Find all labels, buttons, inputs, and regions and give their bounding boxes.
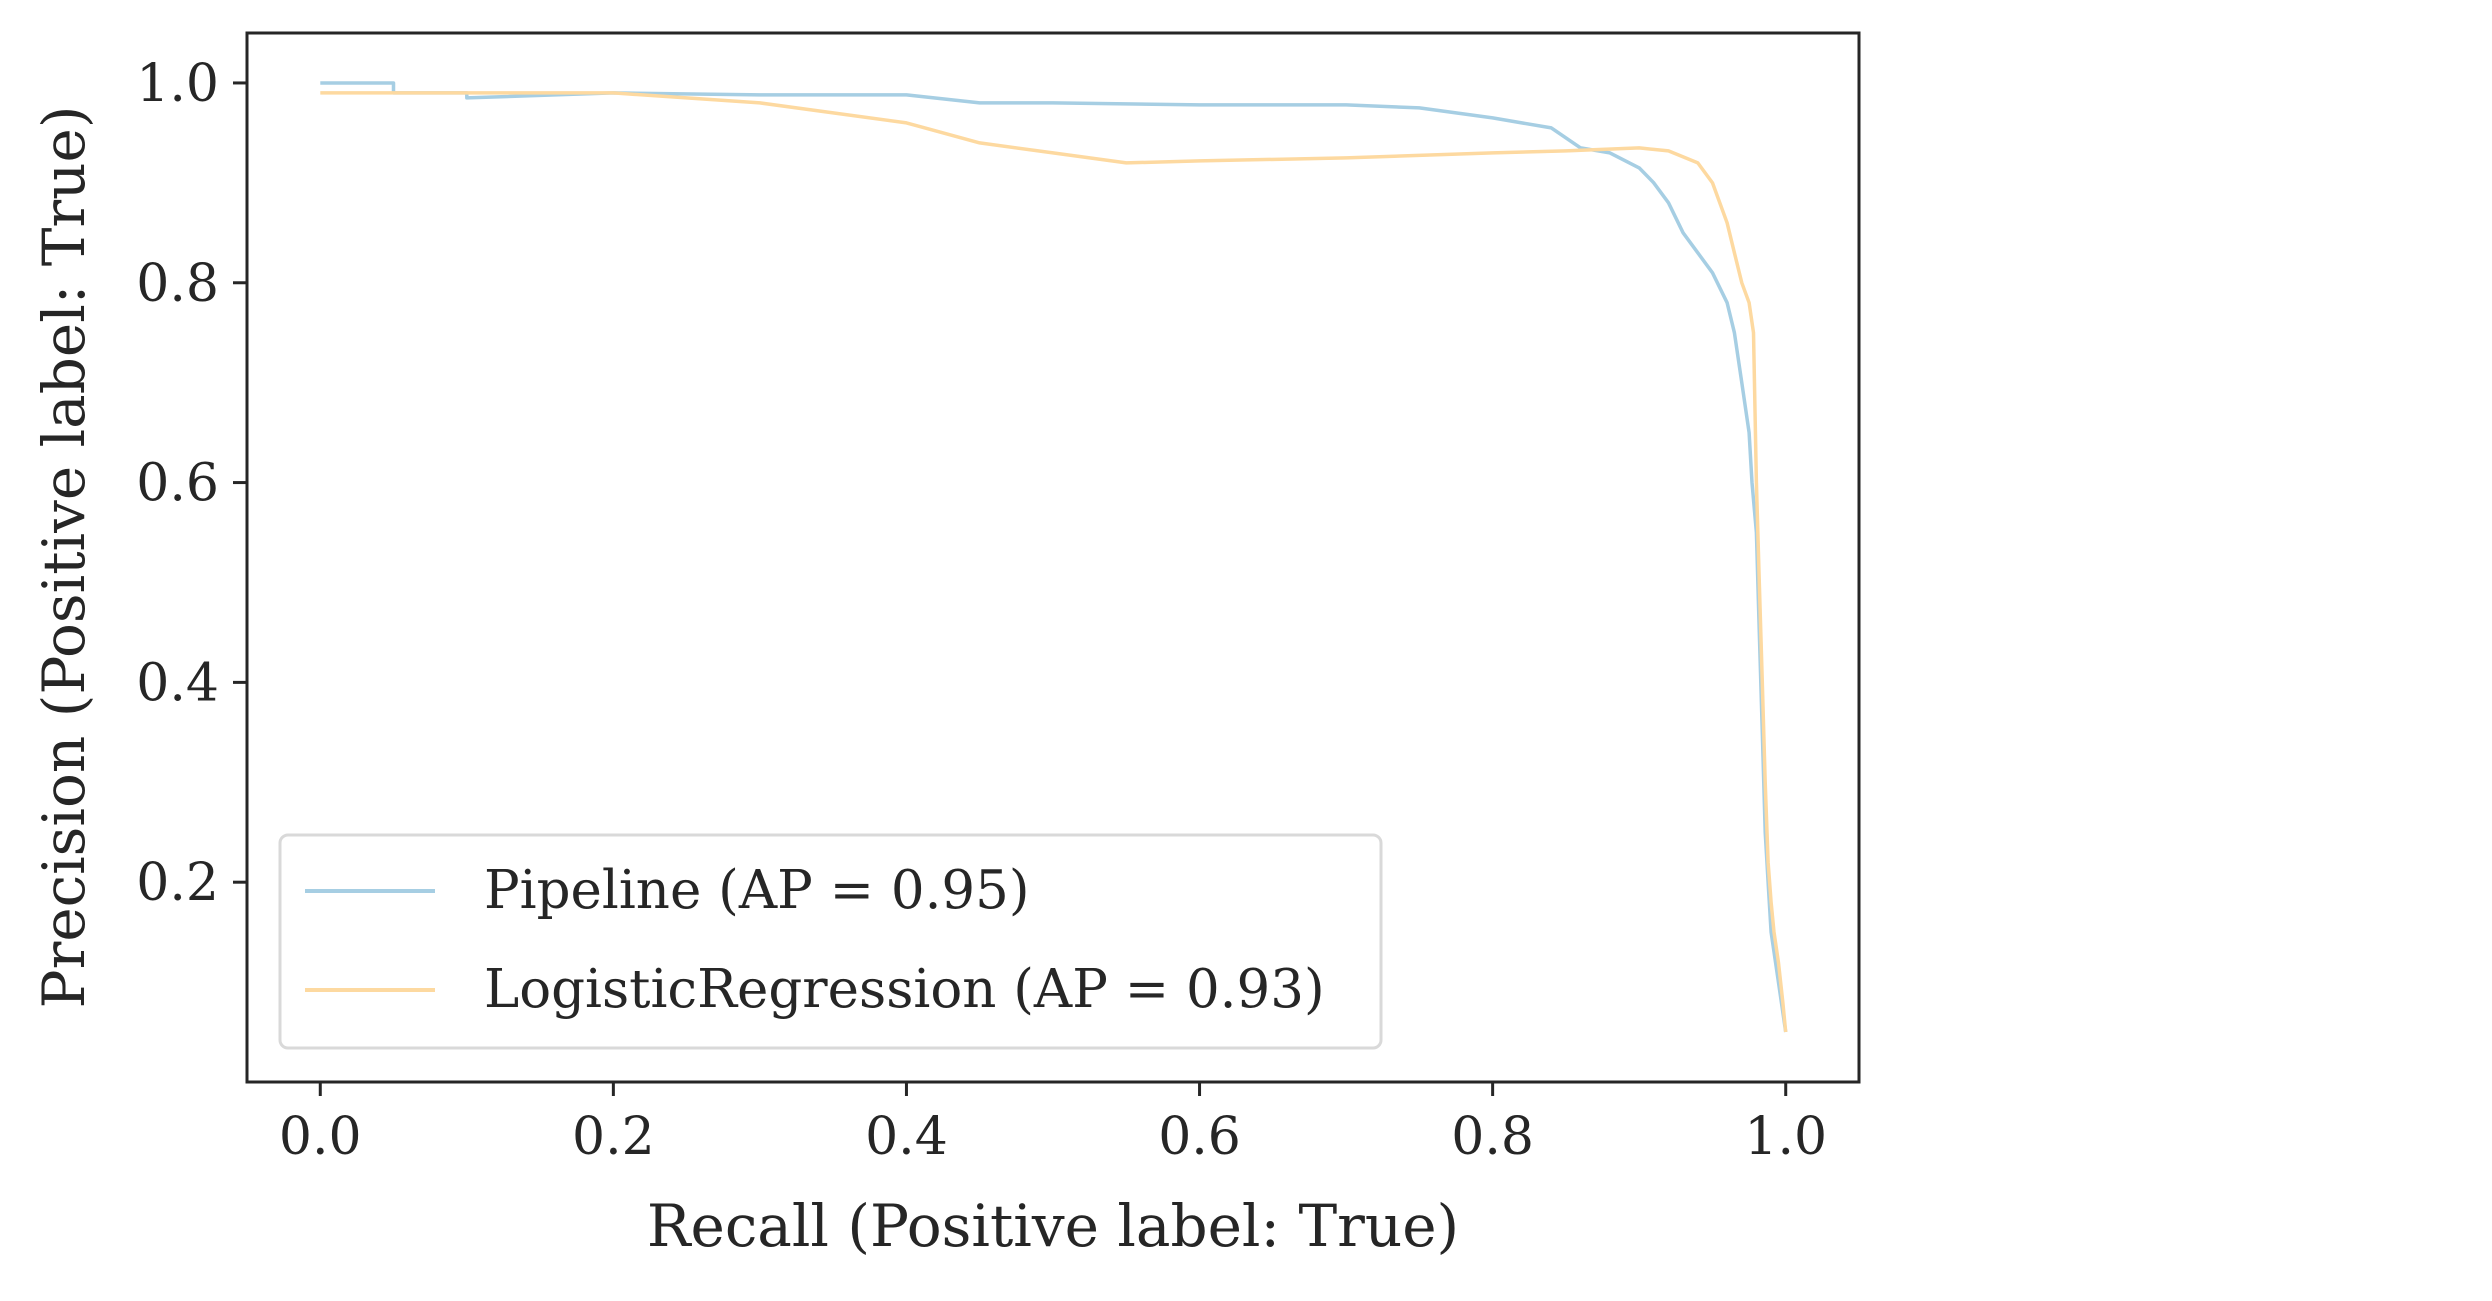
y-axis-ticks: 0.2 0.4 0.6 0.8 1.0 (136, 54, 247, 913)
legend-label-pipeline: Pipeline (AP = 0.95) (484, 860, 1030, 921)
legend-label-logisticregression: LogisticRegression (AP = 0.93) (484, 959, 1325, 1020)
y-tick-label: 0.6 (136, 454, 219, 514)
series-line-1 (320, 91, 1788, 1033)
y-tick-label: 0.8 (136, 254, 219, 314)
legend-box (278, 833, 1383, 1050)
x-tick-label: 0.0 (279, 1107, 362, 1167)
y-tick-label: 1.0 (136, 54, 219, 114)
x-tick-label: 1.0 (1744, 1107, 1827, 1167)
x-axis-ticks: 0.0 0.2 0.4 0.6 0.8 1.0 (279, 1082, 1827, 1167)
y-axis-label: Precision (Positive label: True) (30, 106, 98, 1009)
y-tick-label: 0.4 (136, 653, 219, 713)
x-tick-label: 0.2 (572, 1107, 655, 1167)
x-tick-label: 0.6 (1158, 1107, 1241, 1167)
series-lines (320, 81, 1788, 1033)
x-tick-label: 0.8 (1451, 1107, 1534, 1167)
plot-frame (245, 31, 1861, 1084)
y-tick-label: 0.2 (136, 853, 219, 913)
x-axis-label: Recall (Positive label: True) (647, 1192, 1459, 1260)
x-tick-label: 0.4 (865, 1107, 948, 1167)
legend: Pipeline (AP = 0.95) LogisticRegression … (278, 833, 1383, 1050)
